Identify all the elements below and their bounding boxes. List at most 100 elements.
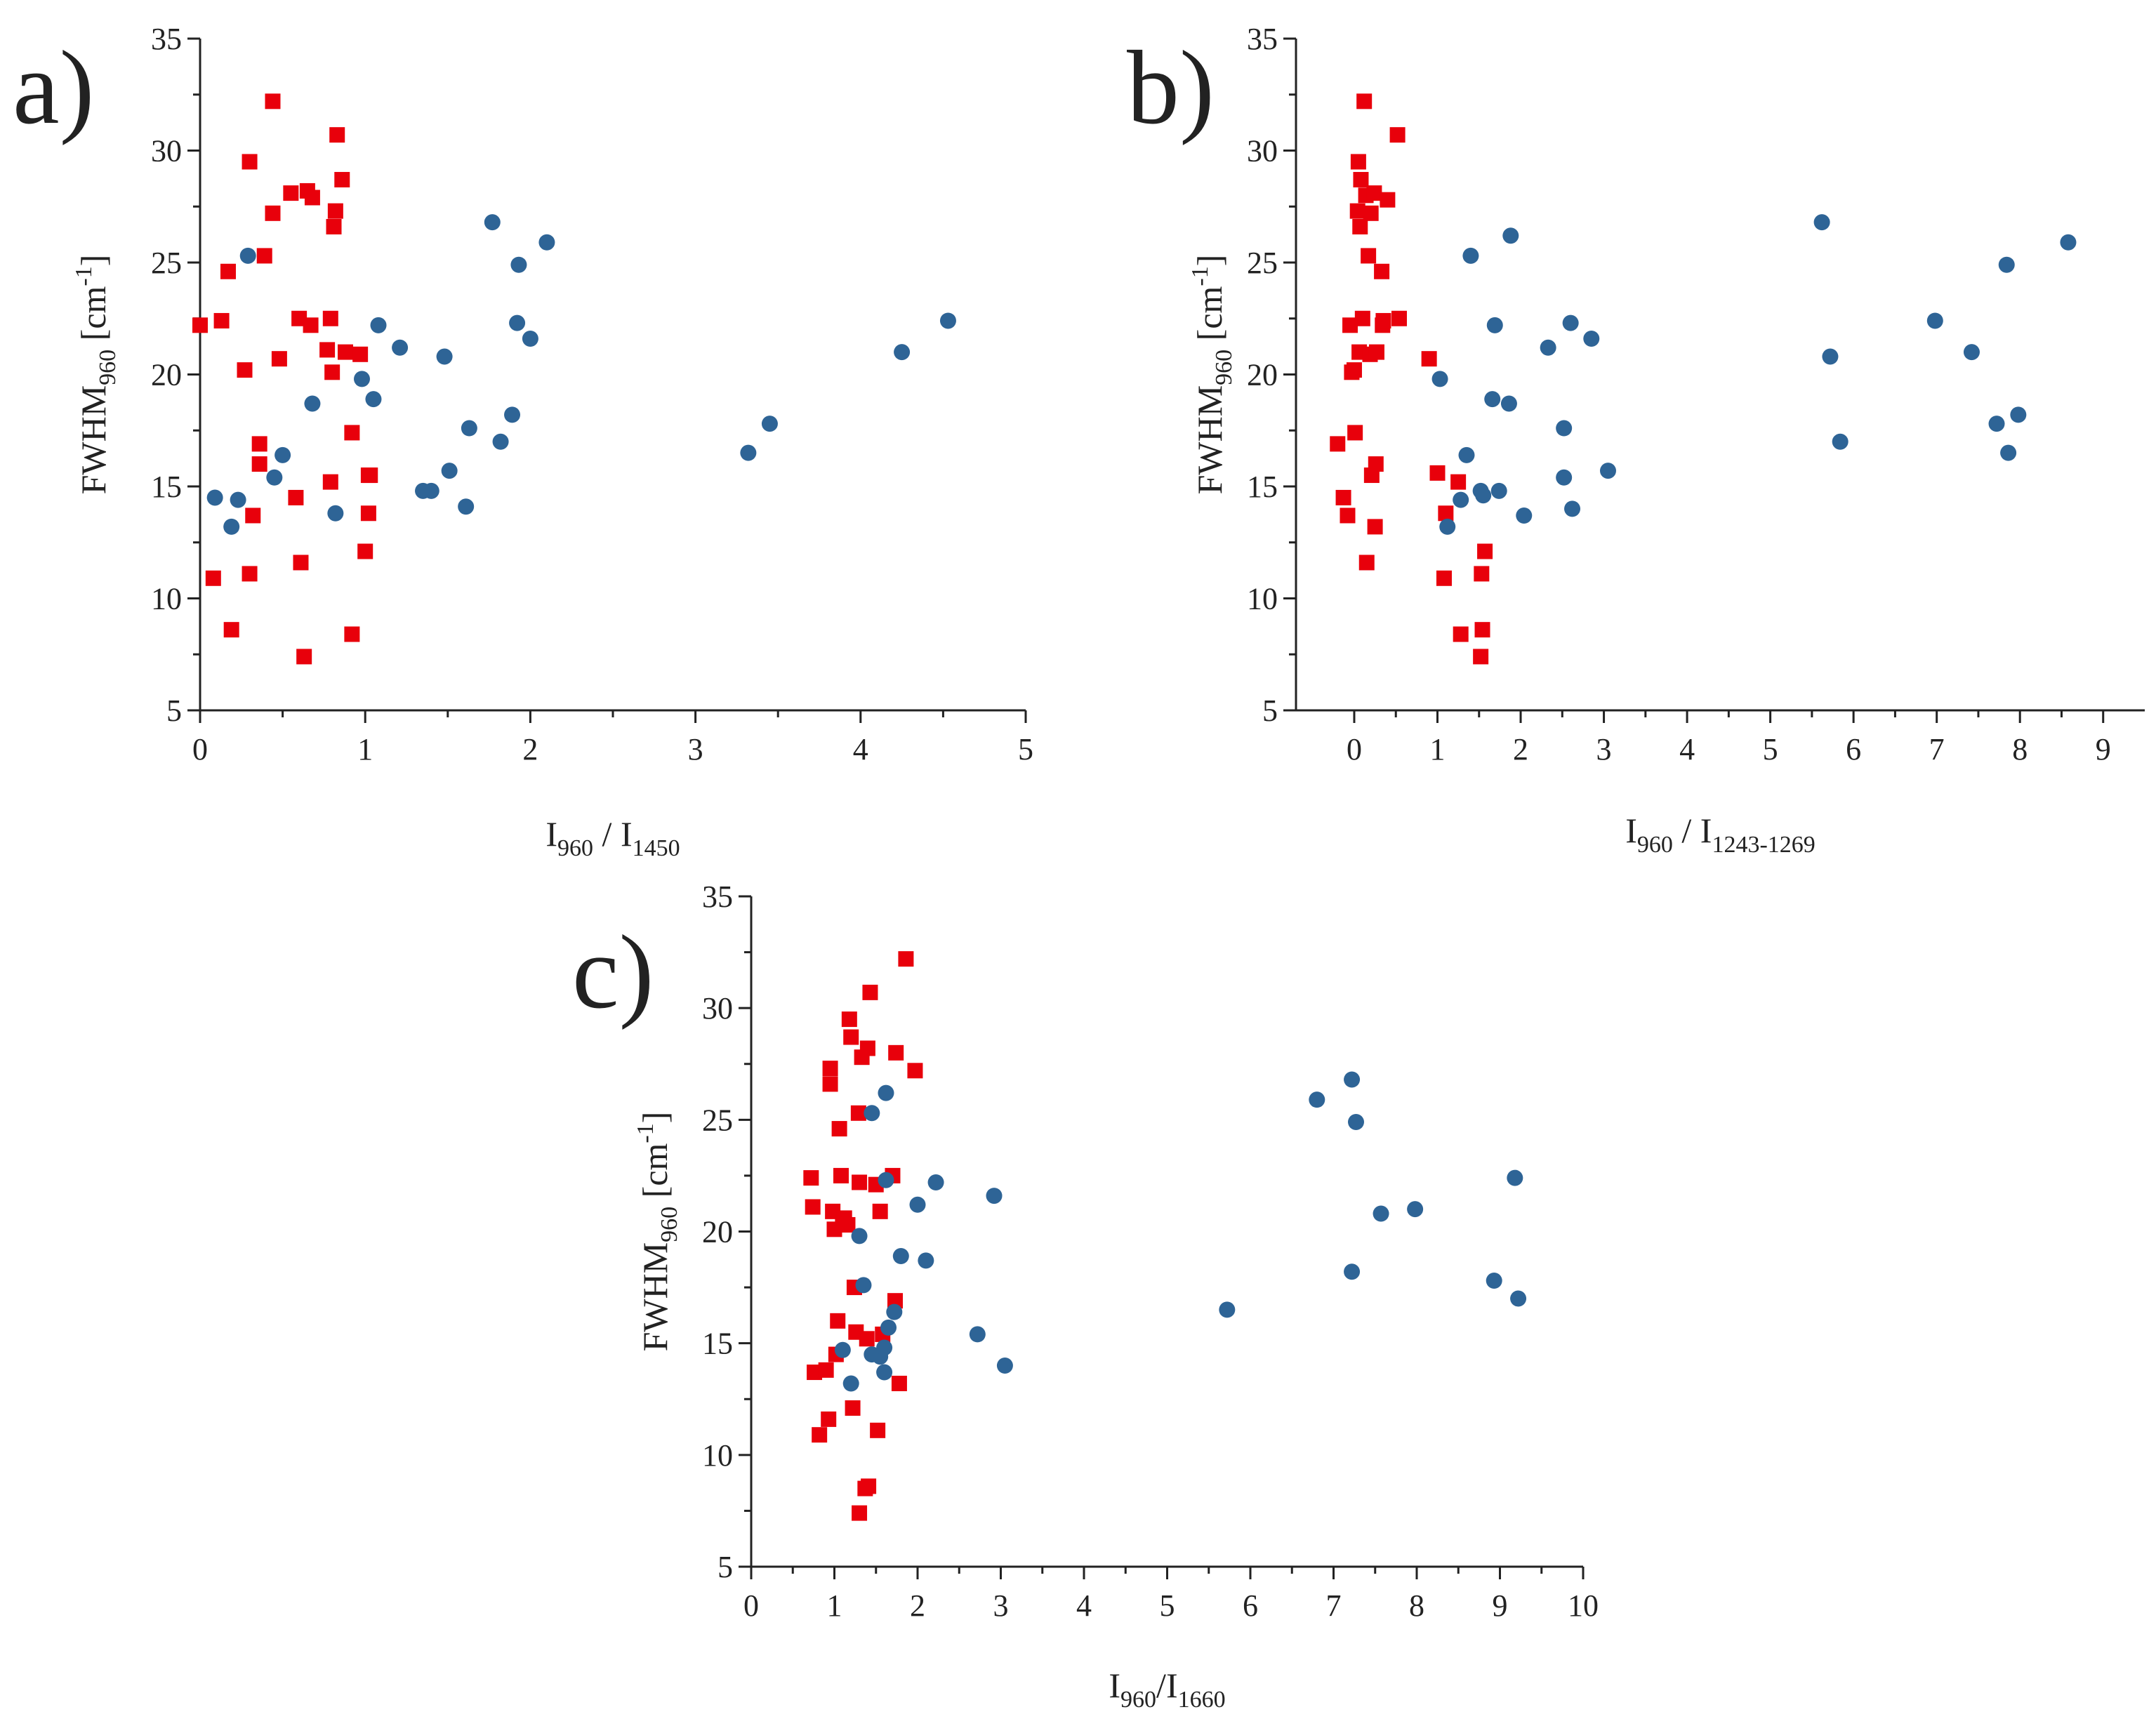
data-point-square [821,1411,837,1427]
data-point-circle [834,1341,851,1358]
y-tick-label: 35 [1247,22,1278,56]
data-point-square [1340,507,1356,524]
data-point-circle [365,391,382,408]
data-point-circle [2010,406,2027,423]
data-point-circle [892,1248,909,1265]
x-tick-label: 9 [2096,732,2111,766]
data-point-square [296,649,312,665]
y-tick-label: 5 [166,693,182,728]
y-tick-label: 10 [702,1438,733,1473]
data-point-circle [1963,344,1980,361]
data-point-square [327,203,343,219]
data-point-circle [939,312,956,329]
data-point-circle [504,406,521,423]
data-point-square [1347,425,1363,441]
data-point-circle [878,1084,894,1101]
data-point-circle [1431,371,1448,387]
data-point-square [242,566,258,582]
y-tick-label: 15 [702,1327,733,1361]
data-point-circle [1556,469,1573,486]
data-point-circle [492,433,509,450]
data-point-square [322,310,338,326]
data-point-circle [510,256,527,273]
data-point-circle [1407,1201,1424,1218]
data-point-square [223,622,239,638]
data-point-circle [894,344,911,361]
x-tick-label: 4 [1679,732,1695,766]
data-point-square [303,317,319,333]
data-point-square [1366,185,1382,201]
y-tick-label: 25 [702,1103,733,1137]
data-point-square [907,1063,923,1079]
y-tick-label: 20 [702,1215,733,1249]
data-point-circle [1309,1091,1325,1108]
data-point-square [841,1011,857,1028]
data-point-square [237,362,253,378]
data-point-circle [1822,348,1839,365]
data-point-circle [1516,507,1533,524]
y-tick-label: 10 [151,582,182,616]
x-axis-title: I960/I1660 [1109,1666,1225,1713]
data-point-square [833,1167,849,1183]
data-point-circle [855,1277,872,1294]
data-point-square [861,1478,877,1494]
data-point-circle [461,420,477,437]
data-point-square [852,1174,868,1190]
data-point-circle [223,518,240,535]
y-axis-title: FWHM960 [cm-1] [1187,255,1237,495]
x-tick-label: 5 [1763,732,1778,766]
data-point-circle [304,395,321,412]
x-tick-label: 3 [688,732,703,766]
data-point-circle [1599,463,1616,479]
x-tick-label: 5 [1160,1588,1175,1623]
data-point-square [352,346,369,362]
data-point-circle [538,234,555,251]
y-tick-label: 25 [151,246,182,280]
data-point-circle [266,469,283,486]
y-tick-label: 15 [151,470,182,504]
data-point-circle [886,1303,903,1320]
data-point-circle [1439,518,1456,535]
data-point-circle [1813,214,1830,231]
y-tick-label: 30 [151,134,182,168]
data-point-square [1429,465,1446,481]
data-point-circle [1490,482,1507,499]
data-point-square [888,1044,904,1061]
x-tick-label: 0 [743,1588,759,1623]
data-point-square [304,190,320,206]
data-point-square [322,474,338,490]
data-point-square [1380,192,1396,208]
data-point-square [205,570,221,586]
data-point-circle [392,339,409,356]
data-point-circle [996,1358,1013,1374]
data-point-square [812,1427,828,1443]
data-point-square [1453,626,1469,642]
data-point-circle [230,491,246,508]
x-tick-label: 2 [910,1588,925,1623]
data-point-circle [1373,1205,1389,1222]
data-point-square [830,1313,846,1329]
x-tick-label: 4 [853,732,868,766]
x-tick-label: 8 [2012,732,2028,766]
data-point-square [265,205,281,221]
data-point-circle [1347,1114,1364,1131]
data-point-circle [864,1105,880,1122]
data-point-square [1368,344,1384,360]
x-tick-label: 8 [1409,1588,1424,1623]
data-point-circle [441,463,458,479]
panel-label: c) [572,914,654,1030]
data-point-square [319,342,336,358]
data-point-square [1421,351,1437,367]
x-tick-label: 1 [1430,732,1446,766]
y-tick-label: 20 [151,358,182,392]
data-point-circle [1998,256,2015,273]
data-point-square [220,263,236,279]
x-tick-label: 9 [1493,1588,1508,1623]
data-point-square [1358,555,1375,571]
data-point-square [1330,436,1346,452]
x-tick-label: 5 [1018,732,1033,766]
data-point-square [288,489,304,505]
data-point-square [1350,154,1366,170]
data-point-square [324,364,340,380]
